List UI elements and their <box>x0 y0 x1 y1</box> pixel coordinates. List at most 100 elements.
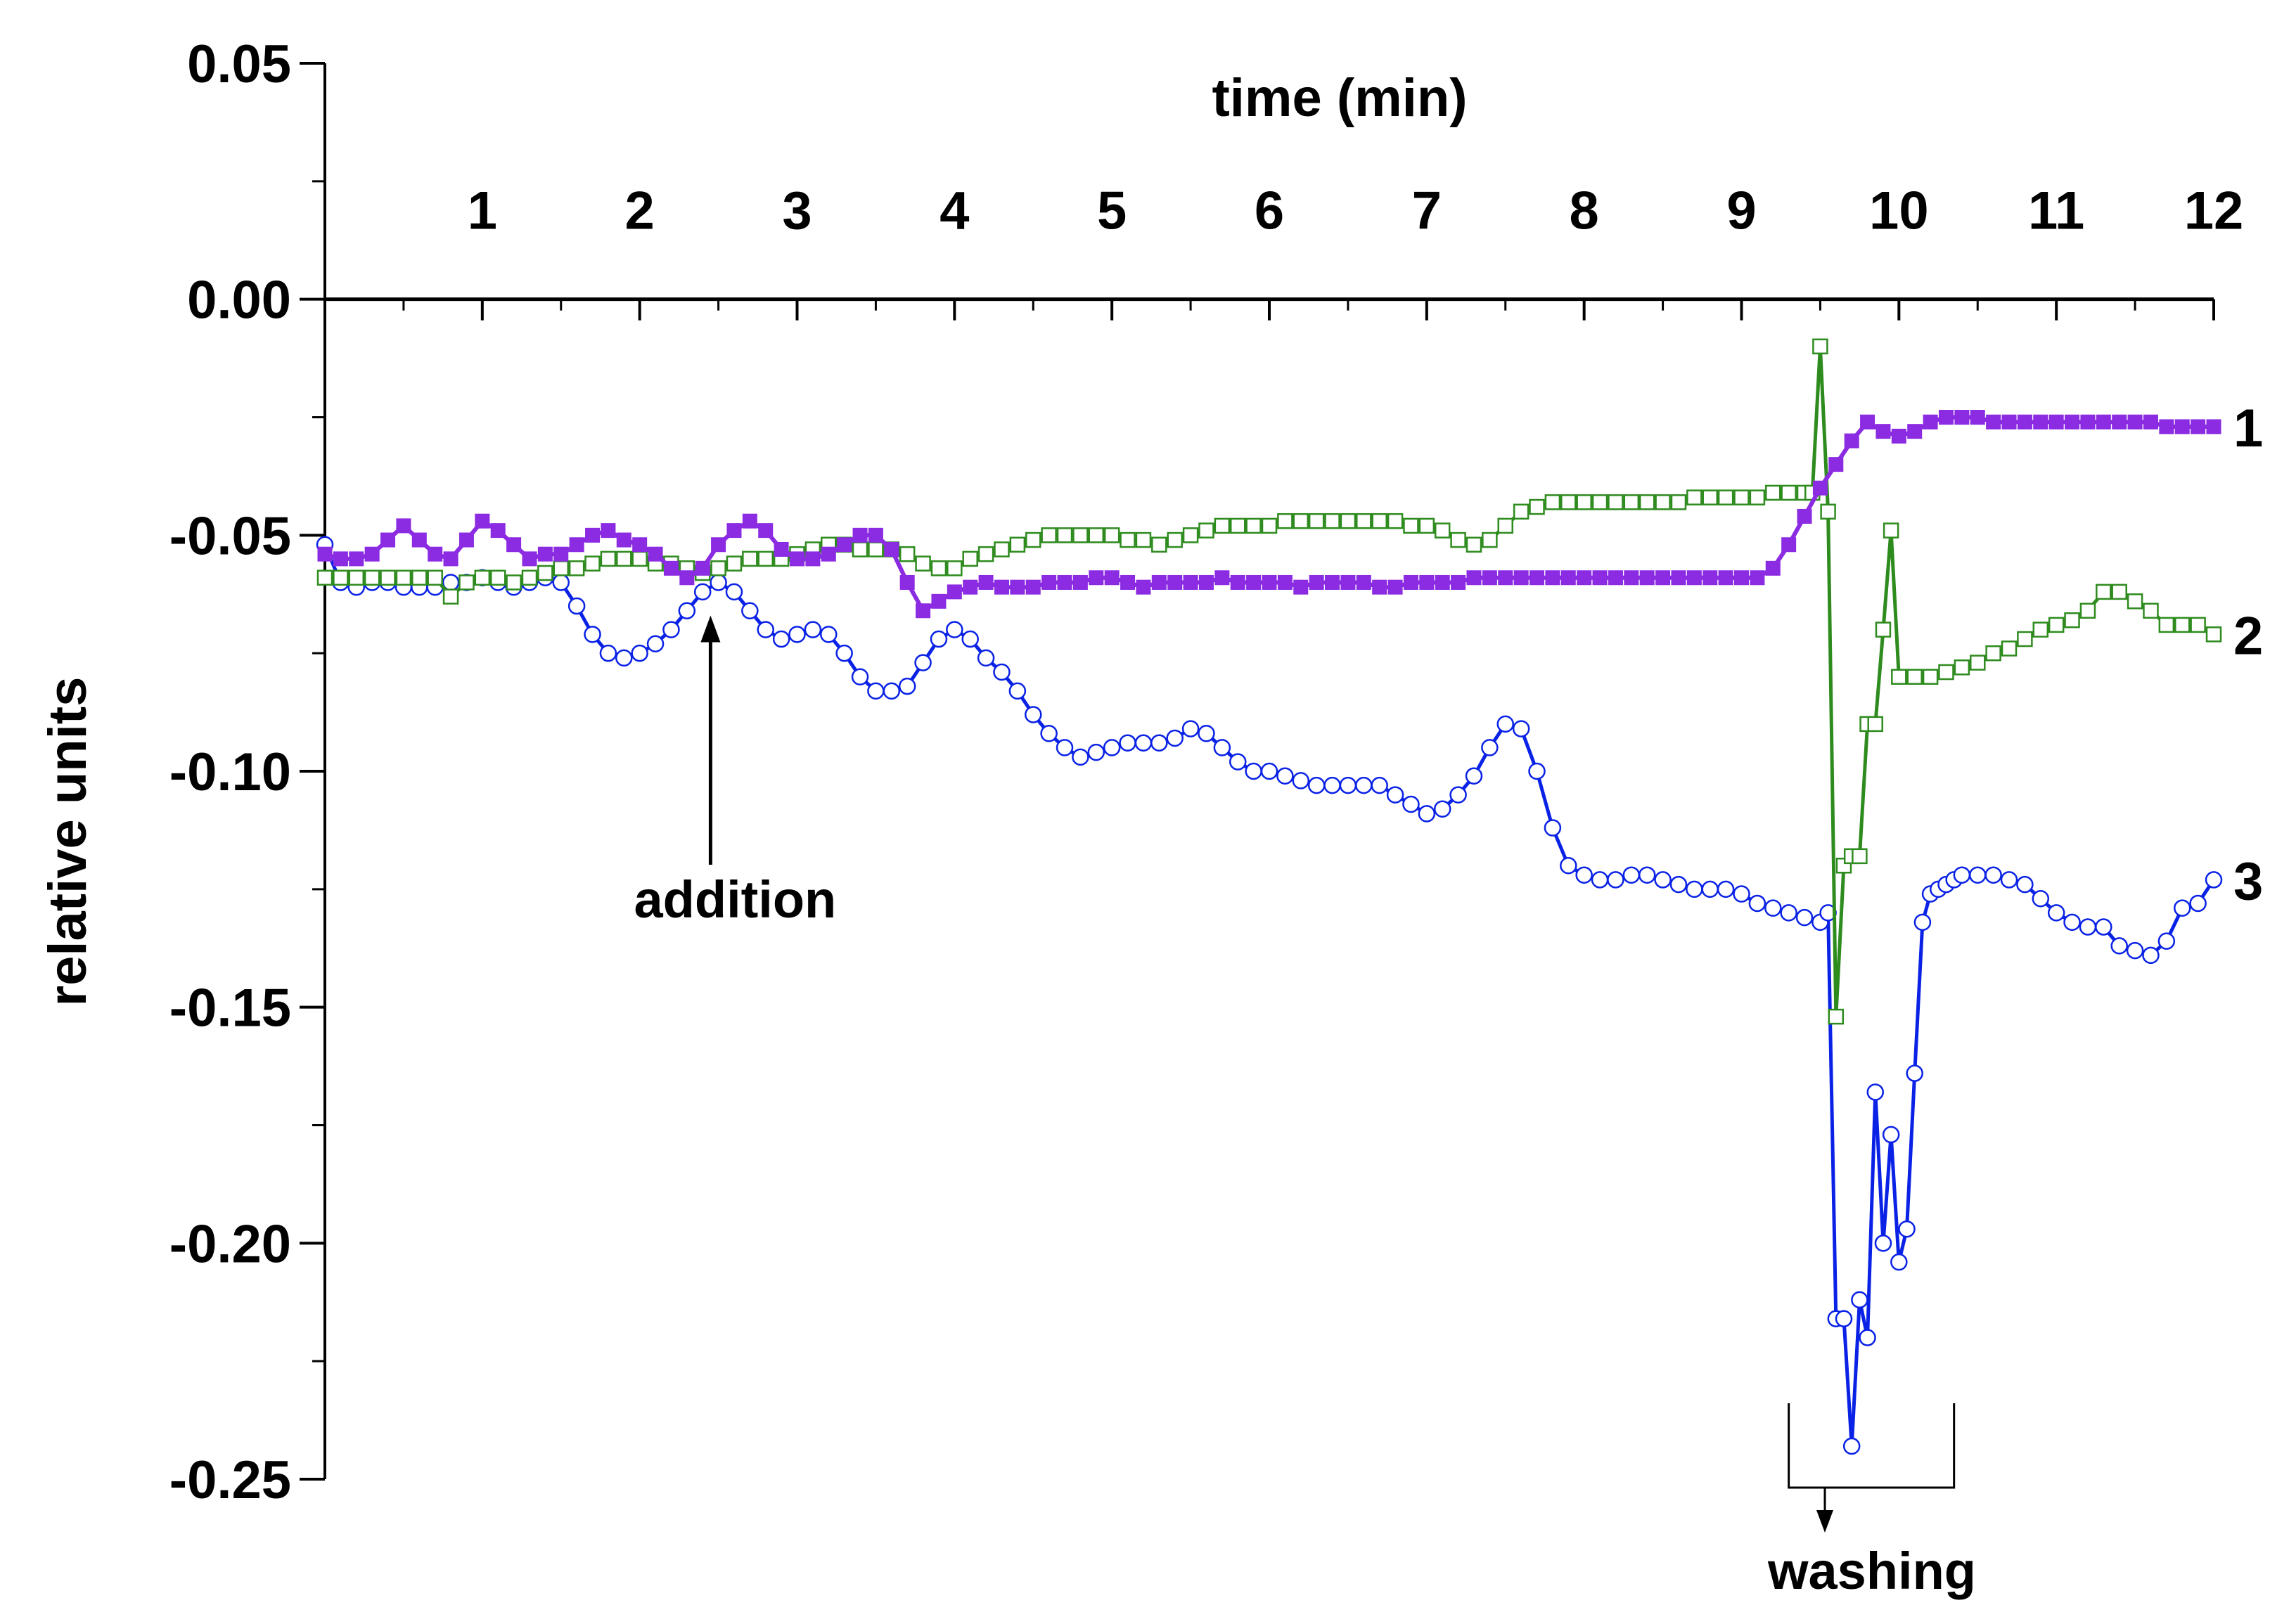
series-2-point <box>757 550 774 567</box>
series-3-point <box>741 602 759 619</box>
series-2-point <box>852 541 868 558</box>
series-2-point <box>1466 536 1482 553</box>
y-tick-label: 0.05 <box>187 34 291 94</box>
series-2-point <box>442 588 459 605</box>
series-1-point <box>1923 414 1938 430</box>
series-3-point <box>1040 725 1058 742</box>
series-2-point <box>1182 527 1199 543</box>
series-1-point <box>1403 574 1418 590</box>
series-2-point <box>1875 621 1892 638</box>
series-1-point <box>2065 414 2080 430</box>
series-2-point <box>915 555 931 572</box>
series-3-point <box>1866 1083 1885 1101</box>
x-tick-label: 7 <box>1412 181 1442 241</box>
series-3-point <box>2000 871 2018 889</box>
series-2-point <box>1954 659 1970 676</box>
series-2-point <box>631 550 648 567</box>
series-2-point <box>947 560 963 576</box>
series-3-point <box>1575 866 1593 884</box>
series-1-point <box>1435 574 1450 590</box>
x-tick-label: 10 <box>1869 181 1929 241</box>
series-3-point <box>898 677 916 695</box>
series-2-point <box>1970 655 1986 671</box>
series-1-point <box>916 603 931 619</box>
series-1-point <box>2206 419 2221 434</box>
series-1-point <box>1624 570 1639 586</box>
series-3-point <box>1087 743 1105 761</box>
series-3-point <box>1371 776 1388 794</box>
series-3-point <box>693 583 712 601</box>
series-1-point <box>1466 570 1482 586</box>
series-1-point <box>868 527 883 543</box>
series-3-point <box>1245 762 1262 780</box>
series-3-point <box>930 630 948 648</box>
series-1-point <box>1451 574 1466 590</box>
series-3 <box>316 536 2223 1455</box>
series-3-point <box>1622 866 1641 884</box>
series-1-point <box>1262 574 1277 590</box>
series-1-point <box>1340 574 1356 590</box>
series-1-point <box>1325 574 1340 590</box>
series-1-point <box>1560 570 1576 586</box>
series-3-point <box>820 626 838 643</box>
series-1-point <box>1167 574 1183 590</box>
series-3-point <box>2095 918 2112 936</box>
series-3-point <box>1748 894 1766 913</box>
annotations <box>700 615 1956 1533</box>
series-2-point <box>2174 617 2191 633</box>
series-2-point <box>584 555 601 572</box>
x-tick-label: 2 <box>625 181 655 241</box>
series-3-point <box>1544 819 1562 837</box>
series-3-point <box>1607 871 1624 889</box>
series-3-point <box>851 668 869 685</box>
series-3-point <box>1764 899 1782 917</box>
series-1-point <box>1812 480 1828 496</box>
series-3-point <box>2016 875 2034 894</box>
series-2-point <box>1828 1008 1845 1025</box>
series-2-point <box>1072 527 1089 543</box>
series-2-point <box>1056 527 1073 543</box>
series-3-point <box>1056 739 1074 756</box>
series-2-point <box>1544 494 1561 510</box>
series-1-point <box>1671 570 1686 586</box>
series-3-label: 3 <box>2233 851 2263 911</box>
series-1-point <box>1104 570 1120 586</box>
series-3-point <box>2032 890 2050 908</box>
series-2 <box>316 338 2222 1025</box>
series-3-point <box>1119 734 1136 752</box>
series-1-point <box>947 584 962 600</box>
series-2-point <box>1820 503 1836 520</box>
series-3-point <box>961 630 979 648</box>
series-2-point <box>1717 489 1734 505</box>
series-2-point <box>1867 716 1884 733</box>
y-axis-title: relative units <box>38 677 98 1007</box>
series-2-point <box>899 546 916 562</box>
series-2-point <box>2079 602 2096 619</box>
series-2-point <box>1418 517 1435 534</box>
series-1-point <box>758 523 774 539</box>
series-3-point <box>1465 767 1483 785</box>
series-3-point <box>1072 748 1089 766</box>
addition-annotation-label: addition <box>634 870 837 929</box>
series-1-point <box>2159 419 2174 434</box>
series-2-point <box>1765 484 1781 501</box>
series-3-point <box>2205 871 2223 889</box>
series-2-point <box>1985 645 2001 662</box>
x-tick-label: 11 <box>2028 181 2084 241</box>
series-3-point <box>1512 720 1530 737</box>
series-3-point <box>552 574 570 591</box>
series-1-point <box>1120 574 1136 590</box>
y-tick-label: -0.10 <box>169 742 291 802</box>
series-2-point <box>930 560 947 576</box>
series-3-point <box>1166 729 1184 747</box>
series-1-point <box>317 546 333 562</box>
series-1-point <box>1089 570 1104 586</box>
series-2-point <box>2017 631 2033 647</box>
series-1-point <box>1183 574 1198 590</box>
x-tick-label: 5 <box>1097 181 1127 241</box>
series-2-point <box>1686 489 1702 505</box>
series-3-point <box>1890 1253 1908 1271</box>
series-2-point <box>489 569 506 586</box>
series-3-point <box>678 602 696 619</box>
series-1-point <box>1498 570 1513 586</box>
